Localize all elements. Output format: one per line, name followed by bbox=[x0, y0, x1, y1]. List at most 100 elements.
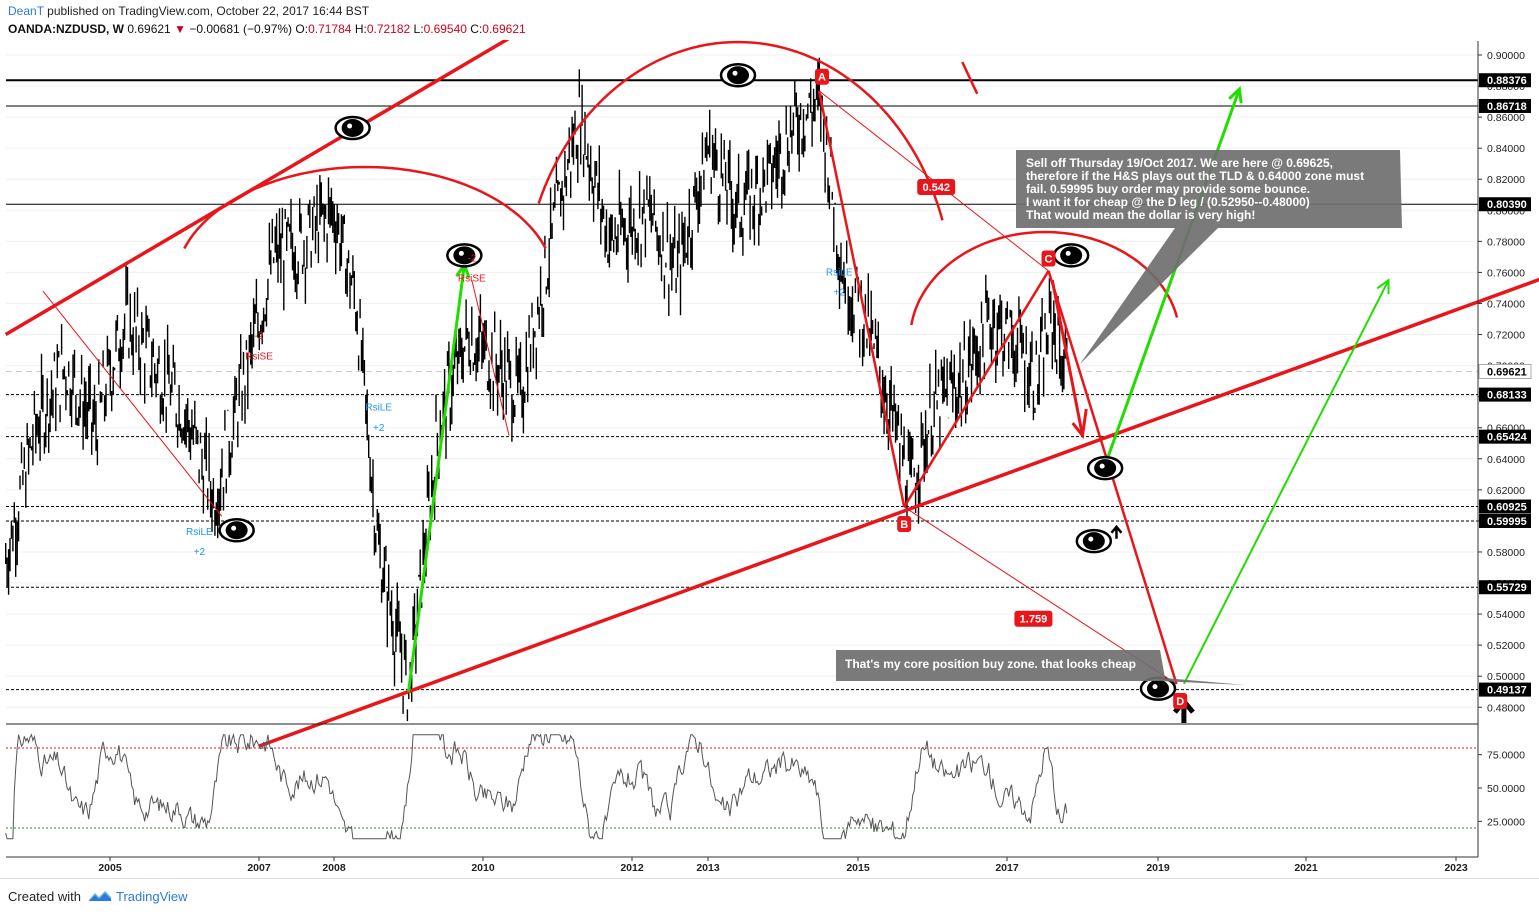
price-tick-label: 0.84000 bbox=[1487, 143, 1525, 155]
price-tag bbox=[1479, 387, 1531, 402]
price-tag bbox=[1478, 363, 1532, 379]
tradingview-logo-icon bbox=[89, 891, 111, 901]
open-value: 0.71784 bbox=[308, 22, 352, 36]
price-tick-label: 0.64000 bbox=[1487, 454, 1525, 466]
trend-line bbox=[471, 280, 510, 436]
note-text: fail. 0.59995 buy order may provide some… bbox=[1026, 182, 1310, 196]
open-label: O: bbox=[295, 22, 309, 36]
eye-icon bbox=[1075, 528, 1113, 554]
note-text: That's my core position buy zone. that l… bbox=[845, 657, 1136, 671]
ratio-bd-label-text: 1.759 bbox=[1020, 614, 1048, 626]
time-tick-label: 2017 bbox=[995, 862, 1019, 874]
time-tick-label: 2007 bbox=[247, 862, 271, 874]
up-arrow-icon bbox=[1110, 524, 1123, 539]
price-tick-label: 0.72000 bbox=[1487, 330, 1525, 342]
price-chart[interactable]: -2 RsiSE -2 RsiSE RsiLE +2 RsiLE +2 RsiLE +2 A B C D 0… bbox=[0, 40, 1539, 878]
point-a-label-text: A bbox=[818, 72, 826, 84]
price-tag bbox=[1479, 682, 1531, 697]
author-link[interactable]: DeanT bbox=[8, 4, 44, 18]
eye-icon bbox=[1052, 243, 1090, 268]
rsi-long-signal: RsiLE bbox=[186, 527, 213, 538]
rsi-tick-label: 50.0000 bbox=[1487, 783, 1525, 795]
time-tick-label: 2023 bbox=[1444, 862, 1468, 874]
rsi-long-signal: RsiLE bbox=[826, 268, 853, 279]
note-bubble bbox=[836, 650, 1245, 685]
price-tag bbox=[1479, 429, 1531, 444]
close-value: 0.69621 bbox=[482, 22, 526, 36]
eye-icon bbox=[334, 115, 371, 141]
lower-channel-line bbox=[258, 277, 1539, 748]
rsi-tick-label: 75.0000 bbox=[1487, 750, 1525, 762]
short-arrow-line bbox=[1050, 279, 1084, 436]
high-value: 0.72182 bbox=[366, 22, 411, 36]
rsi-tick-label: 25.0000 bbox=[1487, 816, 1525, 828]
rsi-short-signal: RsiSE bbox=[245, 351, 273, 362]
note-text: That would mean the dollar is very high! bbox=[1026, 208, 1255, 222]
drawings bbox=[4, 40, 1539, 748]
signal-count: +2 bbox=[373, 423, 385, 434]
price-tick-label: 0.90000 bbox=[1487, 50, 1525, 62]
price-tag bbox=[1479, 98, 1531, 113]
trend-line bbox=[961, 61, 979, 95]
eye-icon bbox=[1086, 455, 1124, 481]
publish-info: DeanT published on TradingView.com, Octo… bbox=[8, 4, 369, 18]
point-a-label bbox=[815, 68, 829, 85]
price-tag bbox=[1479, 197, 1531, 212]
point-b-label bbox=[897, 516, 912, 533]
price-tag-label: 0.65424 bbox=[1487, 432, 1528, 444]
point-c-label-text: C bbox=[1045, 253, 1053, 265]
head-arc bbox=[537, 40, 944, 221]
green-up-arrow-head bbox=[1228, 86, 1243, 104]
left-shoulder-arc bbox=[183, 165, 547, 250]
price-tick-label: 0.86000 bbox=[1487, 112, 1525, 124]
time-tick-label: 2013 bbox=[696, 862, 720, 874]
rsi-long-signal: RsiLE bbox=[365, 403, 392, 414]
eye-icon bbox=[218, 517, 255, 543]
price-tick-label: 0.58000 bbox=[1487, 547, 1525, 559]
price-tag bbox=[1479, 73, 1531, 88]
last-price: 0.69621 bbox=[127, 22, 171, 36]
signal-count: -2 bbox=[467, 254, 476, 265]
point-c-label bbox=[1041, 250, 1056, 267]
price-tag-label: 0.86718 bbox=[1487, 101, 1527, 113]
price-tags: 0.88376 0.86718 0.80390 0.69621 0.68133 0.654… bbox=[1478, 73, 1532, 697]
price-change: −0.00681 (−0.97%) bbox=[189, 22, 293, 36]
time-tick-label: 2010 bbox=[471, 862, 495, 874]
price-axis: 0.900000.880000.860000.840000.820000.800… bbox=[1478, 50, 1525, 714]
ratio-bd-label bbox=[1014, 610, 1053, 627]
note-text: I want it for cheap @ the D leg / (0.529… bbox=[1026, 195, 1310, 209]
price-tag-label: 0.80390 bbox=[1487, 199, 1527, 211]
time-tick-label: 2012 bbox=[620, 862, 644, 874]
xabcd-leg-ab bbox=[817, 90, 906, 508]
price-tag-label: 0.68133 bbox=[1487, 390, 1527, 402]
ohlc-header: OANDA:NZDUSD, W 0.69621 ▼ −0.00681 (−0.9… bbox=[8, 22, 526, 36]
point-b-label-text: B bbox=[900, 519, 908, 531]
time-tick-label: 2015 bbox=[846, 862, 870, 874]
symbol-label: OANDA:NZDUSD, W bbox=[8, 22, 124, 36]
price-tag-label: 0.88376 bbox=[1487, 75, 1527, 87]
green-up-arrow bbox=[407, 264, 466, 692]
footer: Created with TradingView bbox=[0, 878, 1539, 914]
rsi-short-signal: RsiSE bbox=[458, 274, 486, 285]
short-arrow-head bbox=[1071, 408, 1088, 440]
trend-line bbox=[42, 290, 223, 517]
time-axis: 2005 2007 2008 2010 2012 2013 2015 2017 2019 2021… bbox=[98, 857, 1468, 874]
change-arrow-icon: ▼ bbox=[174, 22, 186, 36]
tradingview-link[interactable]: TradingView bbox=[116, 889, 188, 904]
publish-text: published on TradingView.com, October 22… bbox=[47, 4, 370, 18]
signal-count: +2 bbox=[194, 547, 206, 558]
price-tick-label: 0.74000 bbox=[1487, 298, 1525, 310]
point-d-label-text: D bbox=[1176, 696, 1184, 708]
close-label: C: bbox=[470, 22, 483, 36]
price-tick-label: 0.82000 bbox=[1487, 174, 1525, 186]
eye-icon bbox=[719, 62, 757, 88]
price-tag-label: 0.55729 bbox=[1487, 582, 1527, 594]
xabcd-leg-bc bbox=[903, 270, 1050, 508]
price-tag-label: 0.59995 bbox=[1487, 516, 1527, 528]
signal-count: -2 bbox=[255, 331, 264, 342]
price-tag bbox=[1479, 513, 1531, 528]
time-tick-label: 2008 bbox=[322, 862, 346, 874]
rsi-line bbox=[5, 732, 1068, 840]
price-tag-label: 0.49137 bbox=[1487, 685, 1527, 697]
pattern-labels: -2 RsiSE -2 RsiSE RsiLE +2 RsiLE +2 RsiLE +2 A B C D 0… bbox=[186, 68, 1188, 710]
